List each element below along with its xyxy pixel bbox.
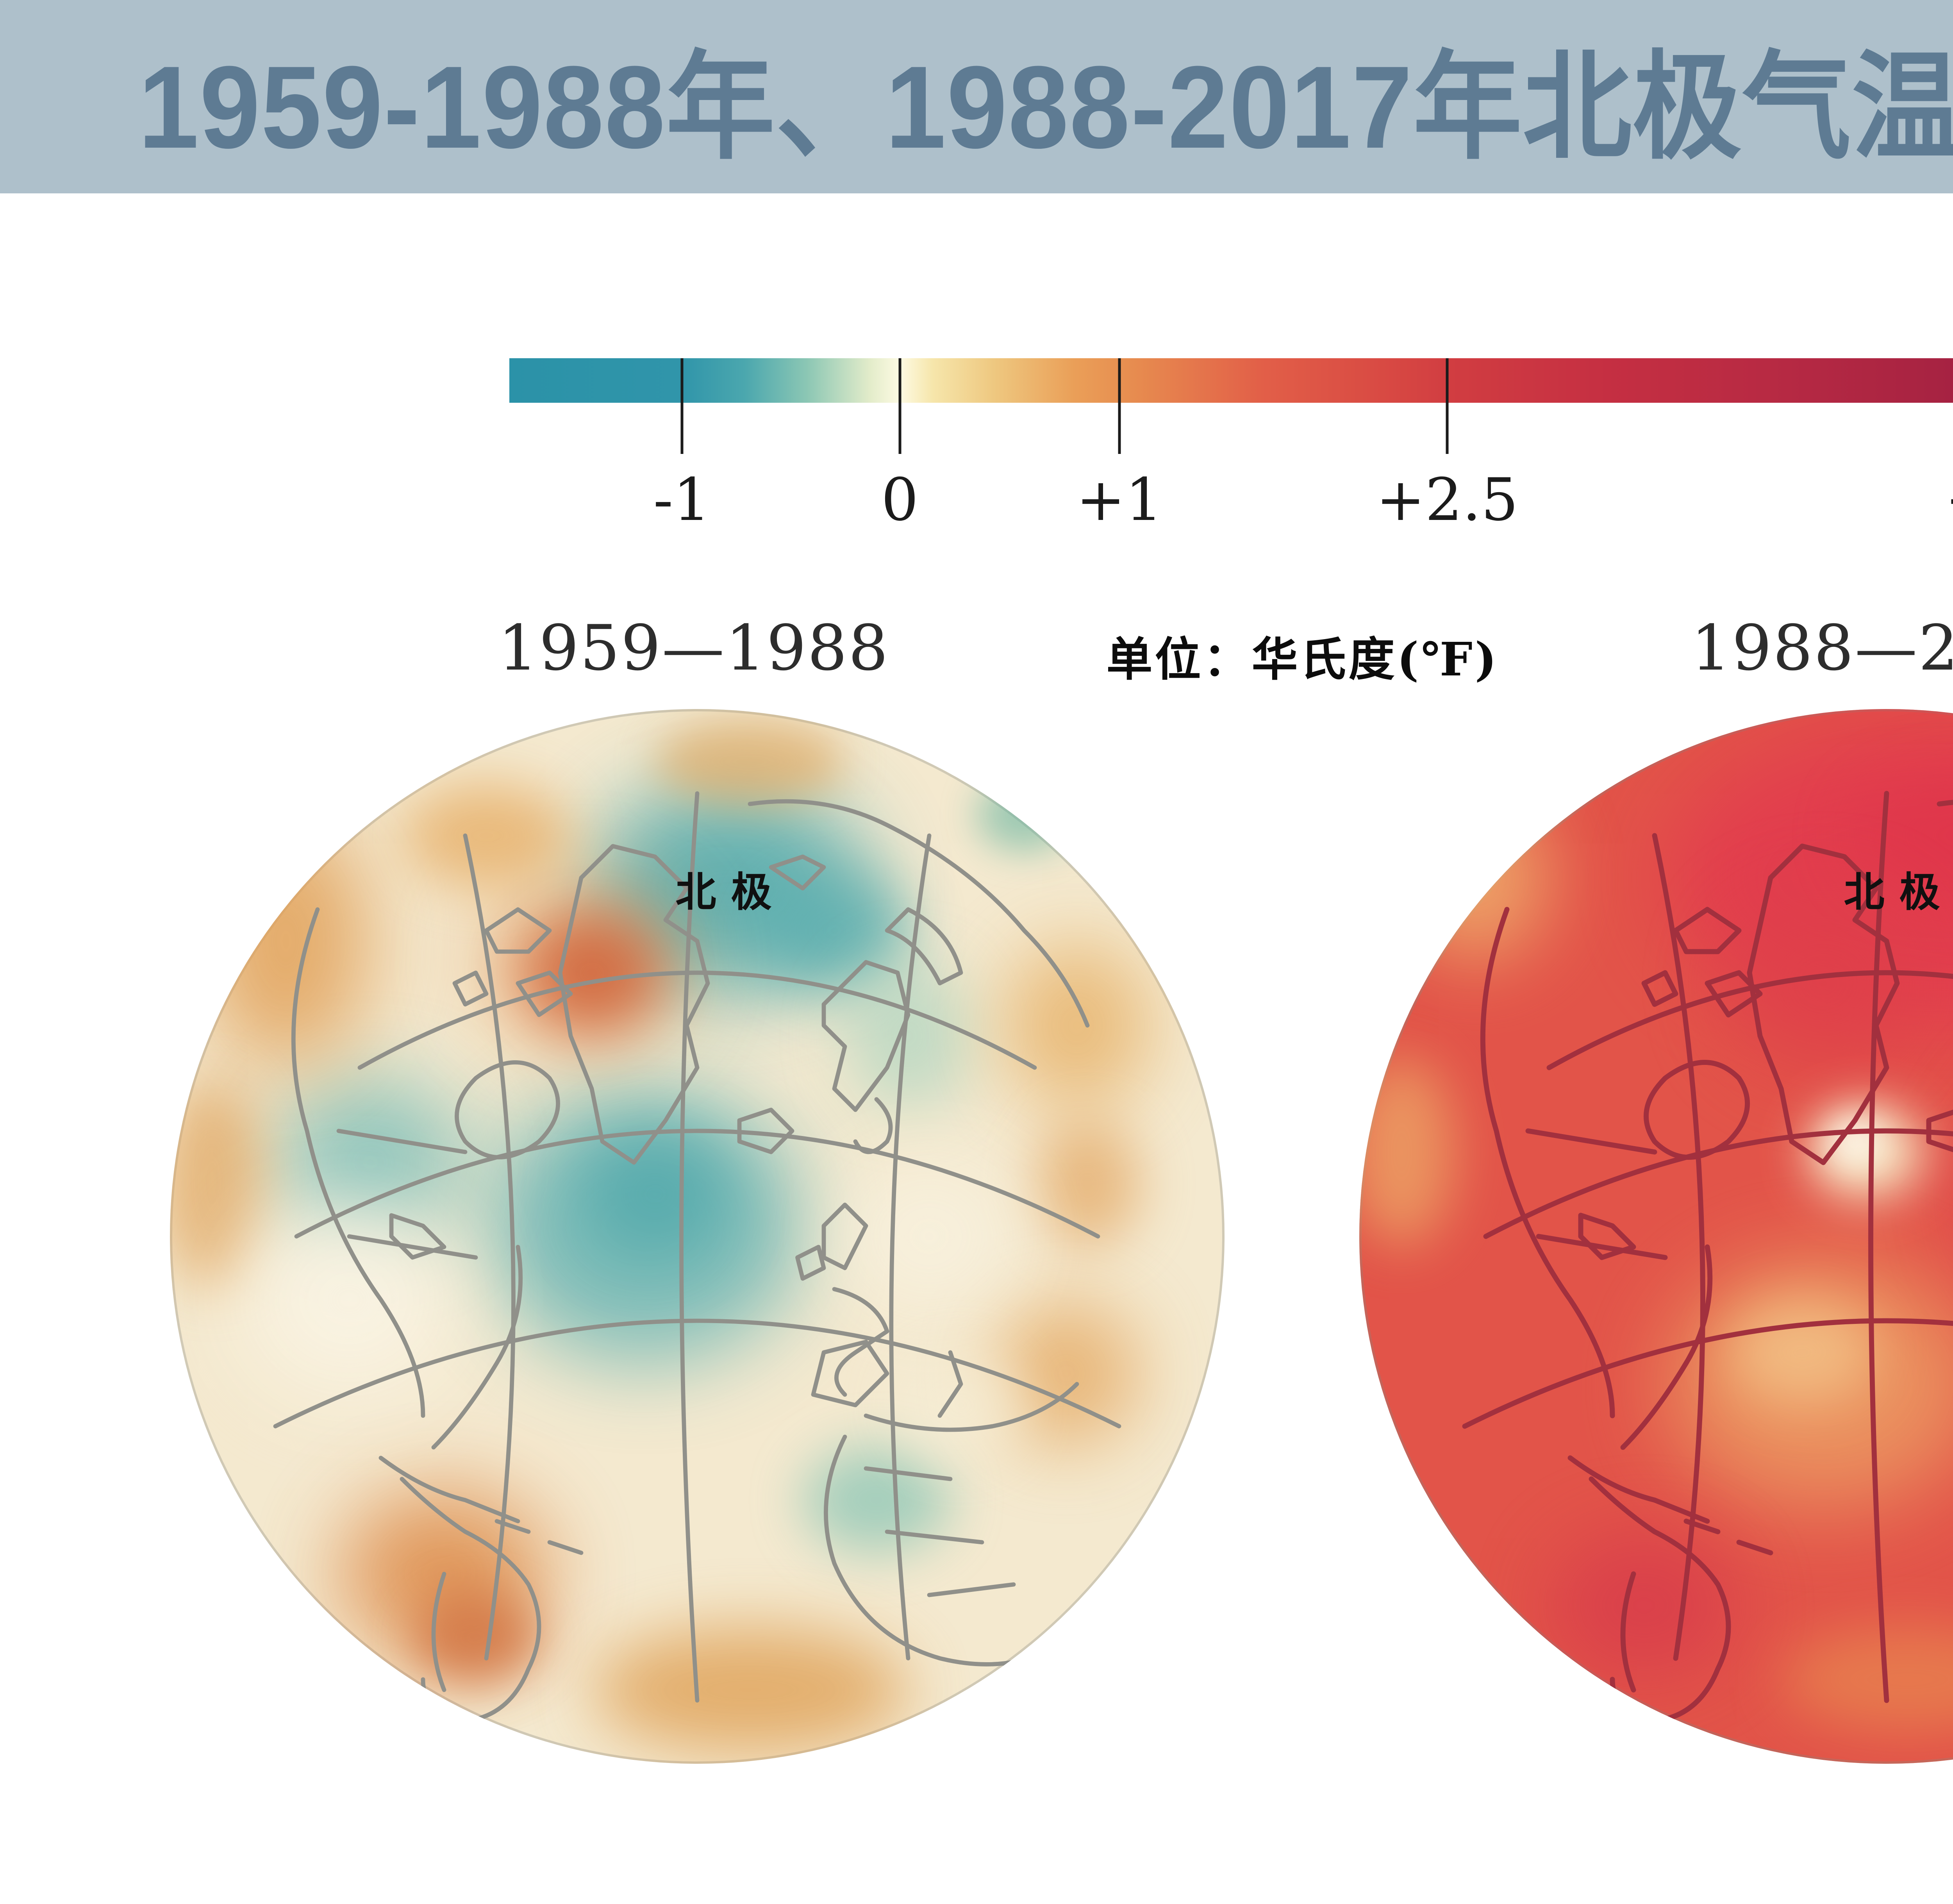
tick-label: +1 bbox=[1076, 466, 1163, 534]
temperature-anomaly-blob bbox=[170, 1078, 265, 1289]
temperature-anomaly-blob bbox=[898, 1352, 1024, 1458]
temperature-anomaly-blob bbox=[976, 777, 1072, 852]
main-title: 1959-1988年、1988-2017年北极气温变化对比 bbox=[138, 41, 1953, 173]
temperature-anomaly-blob bbox=[655, 720, 845, 804]
unit-note: 单位：华氏度(℉) bbox=[1106, 632, 1499, 686]
pole-label: 北极 bbox=[1844, 868, 1953, 916]
colorbar-gradient bbox=[509, 358, 1953, 403]
temperature-anomaly-blob bbox=[1728, 1300, 1876, 1405]
header-band: 1959-1988年、1988-2017年北极气温变化对比 bbox=[0, 0, 1953, 193]
temperature-anomaly-blob bbox=[1003, 941, 1151, 1110]
globe-1988-2017: 北极 bbox=[1359, 709, 1953, 1764]
tick-label: +5 bbox=[1945, 471, 1953, 529]
globe-1959-1988: 北极 bbox=[170, 709, 1225, 1764]
tick-label: -1 bbox=[653, 466, 711, 534]
temperature-anomaly-blob bbox=[581, 1131, 729, 1257]
temperature-anomaly-blob bbox=[402, 783, 571, 888]
map-title-1959-1988: 1959—1988 bbox=[498, 611, 889, 684]
temperature-anomaly-blob bbox=[1035, 1120, 1140, 1247]
map-title-1988-2017: 1988—2017 bbox=[1691, 611, 1953, 684]
temperature-anomaly-blob bbox=[1549, 1532, 1739, 1679]
temperature-anomaly-blob bbox=[1401, 793, 1549, 962]
tick-label: +2.5 bbox=[1376, 466, 1519, 534]
tick-label: 0 bbox=[881, 466, 919, 534]
pole-label: 北极 bbox=[675, 868, 787, 916]
temperature-anomaly-blob bbox=[202, 814, 370, 1068]
temperature-anomaly-blob bbox=[1359, 1057, 1454, 1247]
temperature-anomaly-blob bbox=[592, 1627, 908, 1753]
